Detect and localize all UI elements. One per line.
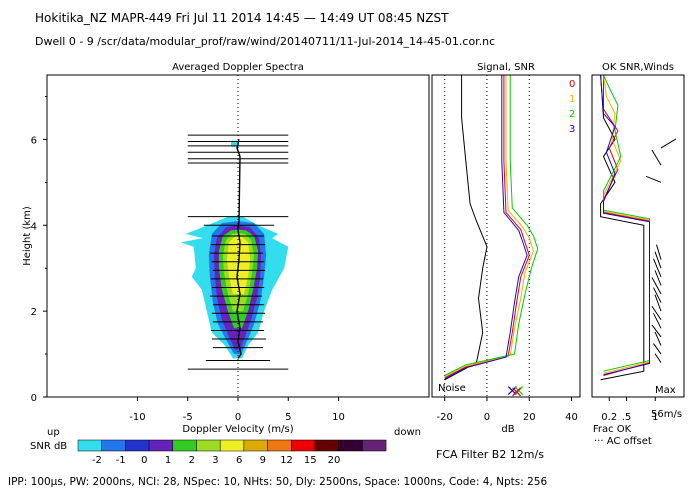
wind-barb: [654, 331, 662, 346]
wind-barb: [660, 138, 677, 149]
figure-title: Hokitika_NZ MAPR-449 Fri Jul 11 2014 14:…: [35, 11, 449, 25]
ok-panel: OK SNR,Winds 0 1 2 3 0.2 .5 1 Frac OK··· AC offs…: [569, 62, 685, 447]
colorbar-tick-label: 12: [280, 455, 293, 466]
colorbar-swatch: [362, 439, 387, 452]
spectra-x-tick-label: 10: [332, 412, 345, 423]
wind-barb: [651, 305, 662, 320]
spectra-title: Averaged Doppler Spectra: [172, 62, 304, 73]
frac-ok-line-4: [600, 74, 650, 376]
wind-scale-value: 56m/s: [651, 409, 682, 420]
spectra-y-tick-label: 0: [31, 393, 37, 404]
legend-entry-1: 1: [569, 94, 575, 105]
fca-filter-label: FCA Filter B2 12m/s: [436, 448, 544, 461]
colorbar-swatch: [267, 439, 292, 452]
spectra-x-tick-label: 5: [285, 412, 291, 423]
colorbar-swatch: [77, 439, 102, 452]
wind-barb: [654, 353, 662, 363]
colorbar-swatch: [291, 439, 316, 452]
frac-ok-line-0: [600, 74, 645, 381]
signal-series-0: [444, 75, 530, 379]
dwell-line: Dwell 0 - 9 /scr/data/modular_prof/raw/w…: [35, 35, 496, 48]
upward-note: up: [47, 427, 60, 438]
colorbar-tick-label: 3: [212, 455, 218, 466]
signal-series-3: [444, 75, 528, 380]
spectra-y-tick-label: 6: [31, 135, 37, 146]
wind-barb: [654, 270, 662, 286]
signal-frame: [431, 74, 581, 398]
signal-x-tick-label: 40: [565, 412, 578, 423]
signal-x-tick-label: 0: [484, 412, 490, 423]
downward-note: down: [394, 427, 421, 438]
snr-colorbar: SNR dB-2 -1 0 1 2 3 6 9 12 15 20: [30, 439, 387, 466]
wind-barb: [651, 149, 662, 166]
colorbar-tick-label: 15: [304, 455, 317, 466]
legend-entry-0: 0: [569, 79, 575, 90]
spectra-y-label: Height (km): [22, 206, 33, 266]
colorbar-swatch: [172, 439, 197, 452]
colorbar-swatch: [125, 439, 150, 452]
colorbar-tick-label: 0: [141, 455, 147, 466]
signal-x-tick-label: -20: [437, 412, 453, 423]
ok-x-tick-label: 1: [652, 412, 658, 423]
colorbar-tick-label: 1: [165, 455, 171, 466]
noise-label: Noise: [438, 383, 466, 394]
spectra-spot: [230, 140, 239, 147]
wind-barb: [651, 277, 662, 295]
colorbar-tick-label: -2: [92, 455, 102, 466]
ok-x-label: Frac OK: [593, 424, 632, 435]
ok-title: OK SNR,Winds: [602, 62, 674, 73]
wind-barb: [651, 324, 662, 338]
spectra-x-tick-label: -5: [183, 412, 193, 423]
spectra-x-label: Doppler Velocity (m/s): [182, 424, 293, 435]
signal-title: Signal, SNR: [477, 62, 535, 73]
signal-x-label: dB: [501, 424, 514, 435]
wind-barb: [653, 313, 662, 329]
ok-x-tick-label: .5: [622, 412, 632, 423]
wind-barb: [653, 258, 662, 277]
signal-x-tick-label: 20: [523, 412, 536, 423]
signal-series-1: [444, 75, 535, 378]
colorbar-label: SNR dB: [30, 441, 67, 452]
ac-offset-note: ··· AC offset: [594, 436, 652, 447]
colorbar-swatch: [148, 439, 174, 452]
colorbar-tick-label: 2: [189, 455, 195, 466]
spectra-x-tick-label: -10: [129, 412, 145, 423]
colorbar-swatch: [196, 439, 221, 452]
colorbar-swatch: [314, 439, 339, 452]
spectra-y-tick-label: 4: [31, 221, 37, 232]
ok-frame: [591, 74, 685, 398]
colorbar-tick-label: 20: [328, 455, 341, 466]
colorbar-swatch: [101, 439, 126, 452]
colorbar-swatch: [243, 439, 268, 452]
colorbar-tick-label: 9: [260, 455, 266, 466]
noise-marker: [512, 387, 521, 397]
signal-series-signal: [444, 75, 488, 381]
colorbar-tick-label: 6: [236, 455, 242, 466]
legend-entry-3: 3: [569, 124, 575, 135]
acquisition-params: IPP: 100µs, PW: 2000ns, NCI: 28, NSpec: …: [8, 476, 548, 488]
wind-barb: [653, 343, 662, 355]
colorbar-swatch: [219, 439, 245, 452]
spectra-panel: Averaged Doppler Spectra -10 -5 0 5 10 0 2 4 6 Dop…: [22, 62, 430, 438]
colorbar-tick-label: -1: [116, 455, 126, 466]
legend-entry-2: 2: [569, 109, 575, 120]
spectra-x-tick-label: 0: [235, 412, 241, 423]
signal-series-2: [444, 75, 539, 376]
wind-barb: [654, 251, 662, 269]
spectra-y-tick-label: 2: [31, 307, 37, 318]
wind-scale-label: Max: [655, 385, 676, 396]
ok-x-tick-label: 0.2: [601, 412, 617, 423]
colorbar-swatch: [338, 439, 363, 452]
wind-barb: [656, 244, 662, 260]
wind-barb: [654, 294, 662, 312]
mean-velocity-profile: [236, 139, 242, 359]
wind-barb: [645, 175, 662, 183]
wind-barb: [653, 287, 662, 303]
